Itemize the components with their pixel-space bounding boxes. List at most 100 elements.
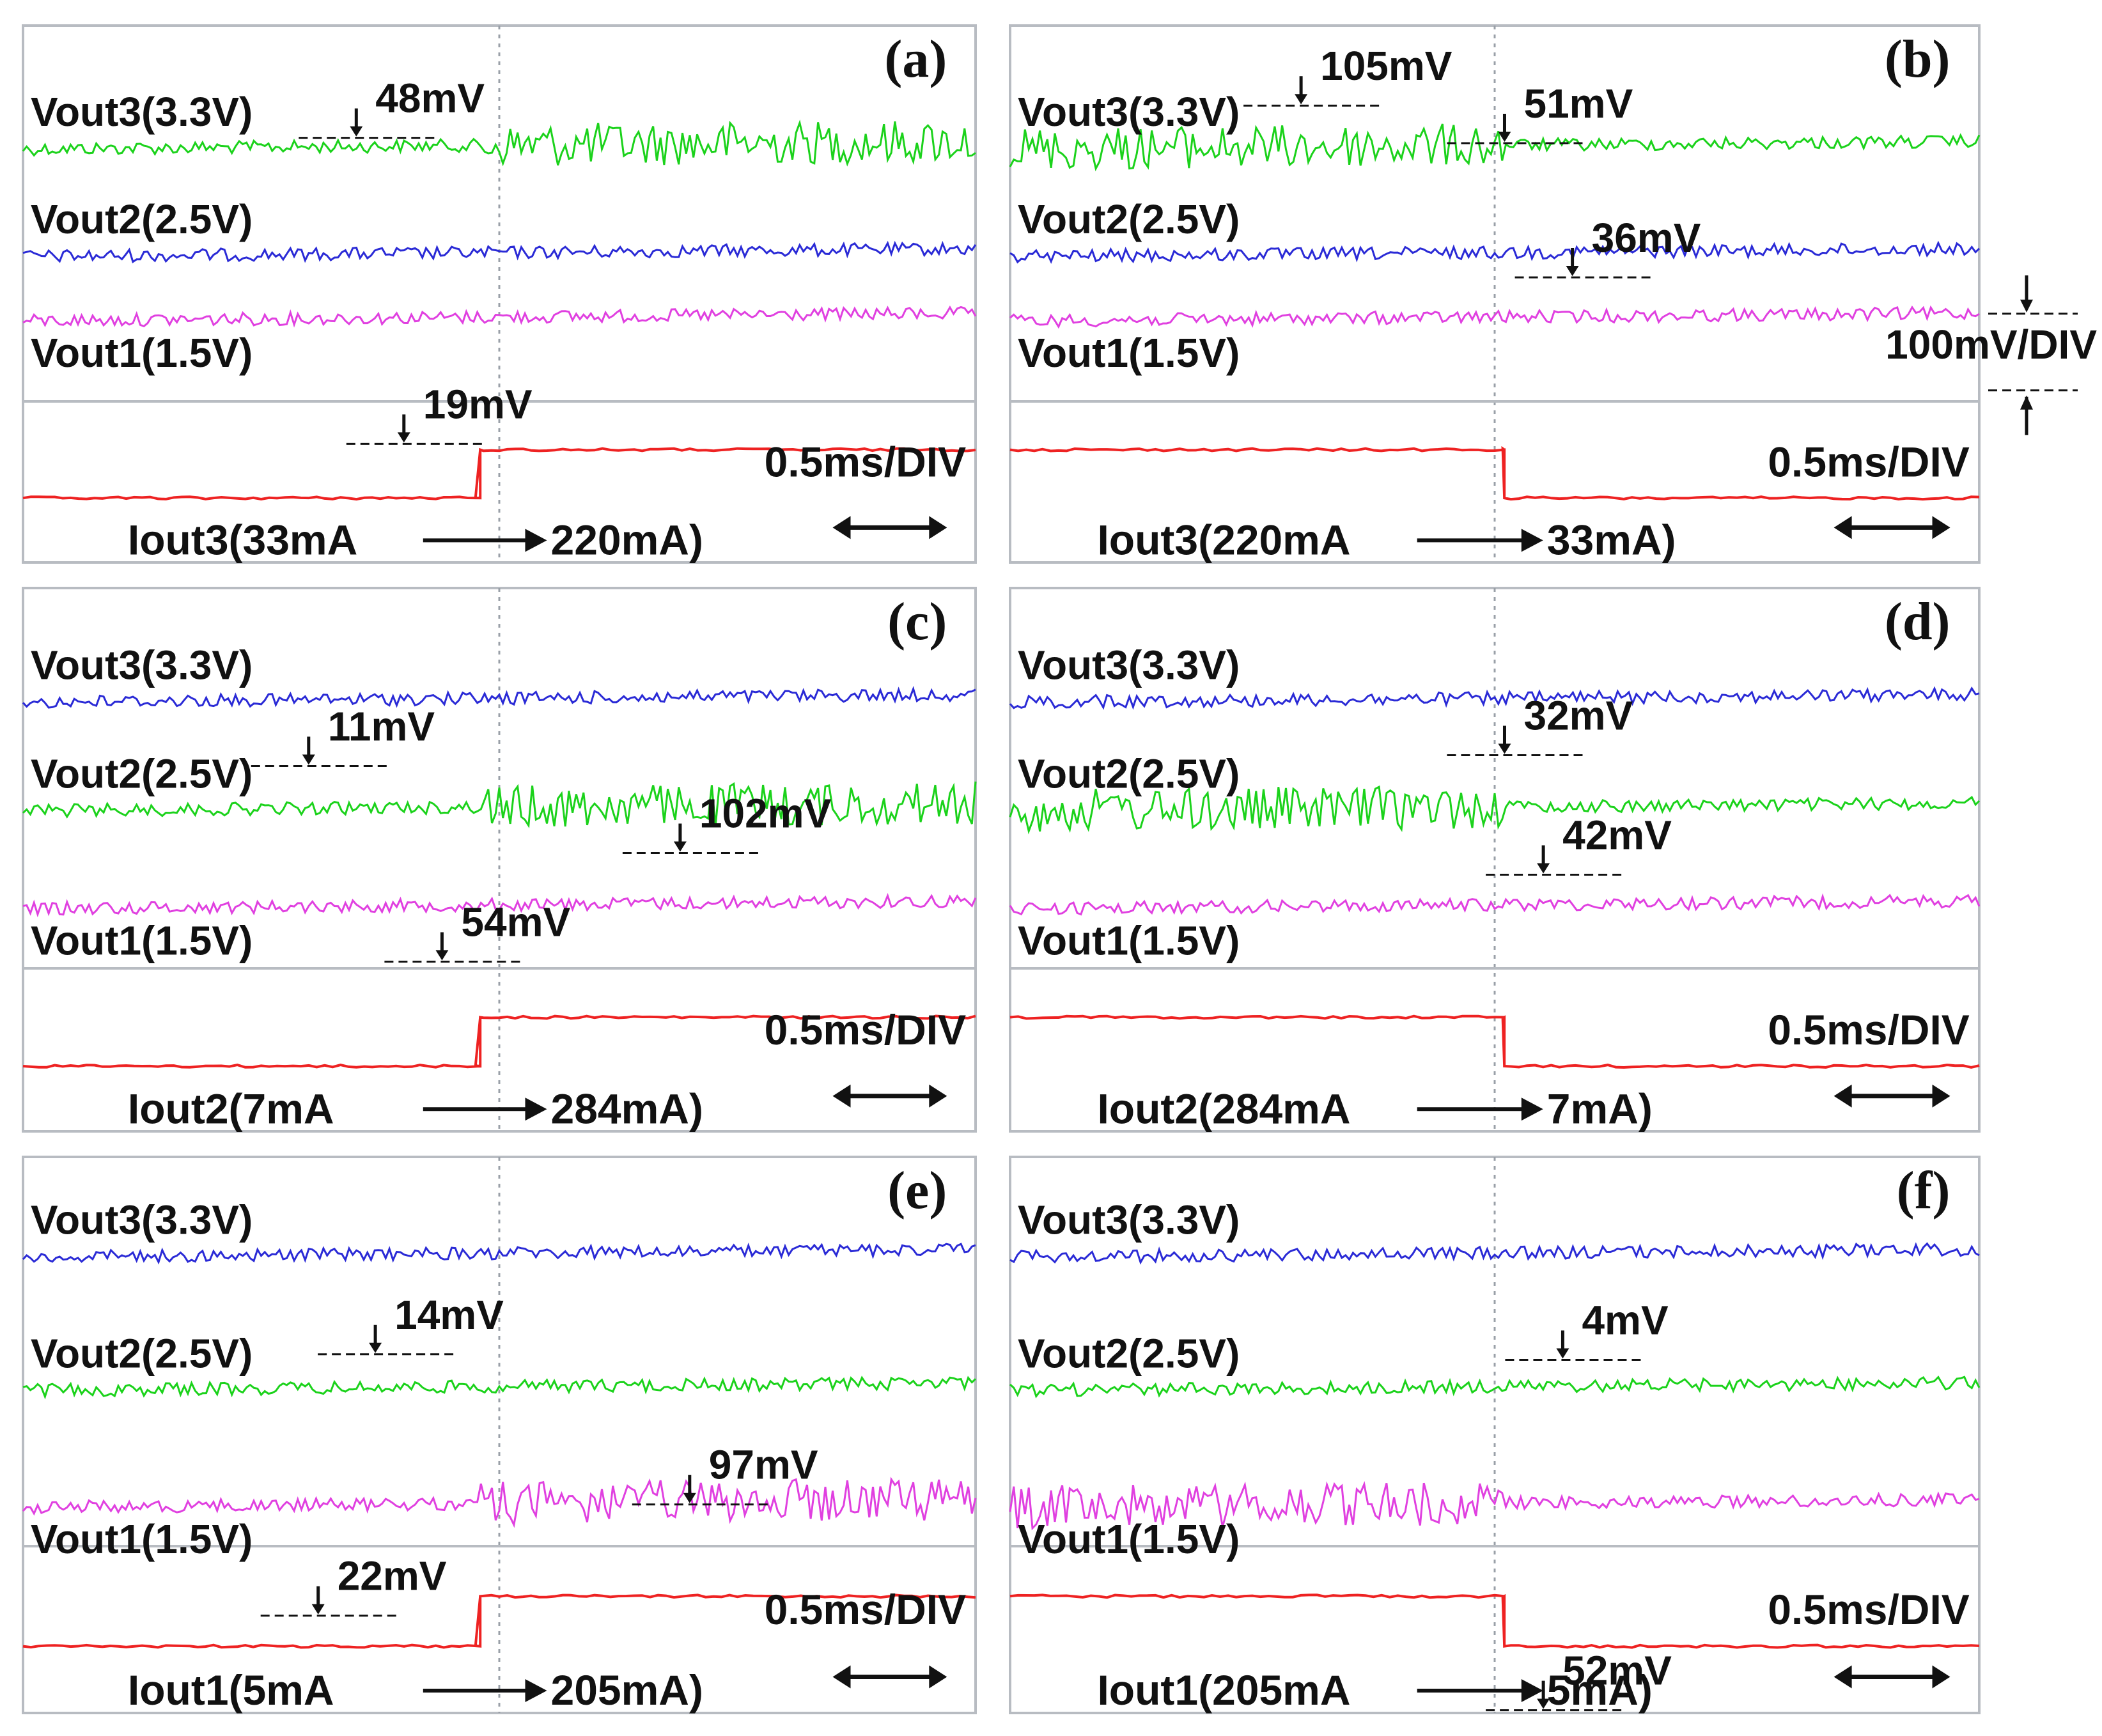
time-scale-label: 0.5ms/DIV — [1768, 1006, 1970, 1053]
ripple-arrowhead-down — [673, 841, 687, 852]
ripple-arrowhead-down — [1566, 266, 1579, 276]
current-label: Iout2(284mA — [1097, 1085, 1350, 1132]
transition-arrowhead — [525, 529, 547, 552]
panel-letter: (c) — [887, 592, 947, 651]
transition-arrowhead — [1521, 529, 1543, 552]
time-scale-arrowhead-right — [1932, 1084, 1950, 1108]
trace-label: Vout2(2.5V) — [1018, 1330, 1240, 1376]
ripple-annotation: 51mV — [1523, 81, 1633, 127]
trace-vout3 — [22, 120, 976, 167]
trace-vout3 — [22, 1243, 976, 1265]
trace-vout1 — [22, 893, 977, 918]
time-scale-arrowhead-right — [1932, 516, 1950, 539]
ripple-annotation: 4mV — [1582, 1298, 1669, 1344]
panel-letter: (a) — [884, 29, 947, 89]
ripple-arrowhead-down — [435, 950, 449, 961]
trace-vout2 — [1009, 785, 1981, 835]
ripple-annotation: 54mV — [461, 899, 570, 945]
trace-vout2 — [1009, 1376, 1981, 1399]
transition-arrowhead — [1521, 1097, 1543, 1121]
trace-label: Vout2(2.5V) — [1018, 196, 1240, 242]
time-scale-label: 0.5ms/DIV — [765, 438, 967, 486]
trace-label: Vout2(2.5V) — [31, 751, 253, 797]
trace-label: Vout1(1.5V) — [31, 330, 253, 376]
current-target-label: 5mA) — [1547, 1666, 1653, 1714]
time-scale-label: 0.5ms/DIV — [1768, 438, 1970, 486]
trace-current — [1009, 446, 1980, 501]
ripple-annotation: 42mV — [1562, 812, 1672, 858]
transition-arrowhead — [525, 1678, 547, 1702]
current-target-label: 33mA) — [1547, 516, 1676, 563]
trace-current — [1009, 1014, 1980, 1069]
trace-vout3 — [22, 686, 976, 709]
current-target-label: 7mA) — [1547, 1085, 1653, 1132]
current-label: Iout3(33mA — [128, 516, 357, 563]
ripple-annotation: 102mV — [699, 791, 832, 837]
trace-label: Vout3(3.3V) — [31, 89, 253, 135]
panel-letter: (e) — [887, 1161, 947, 1220]
current-target-label: 220mA) — [551, 516, 703, 563]
trace-label: Vout3(3.3V) — [1018, 642, 1240, 688]
trace-label: Vout3(3.3V) — [31, 1197, 253, 1243]
trace-vout1 — [22, 306, 977, 328]
panel-a: Vout3(3.3V) Vout2(2.5V) Vout1(1.5V) Iout3(3… — [22, 24, 977, 564]
time-scale-label: 0.5ms/DIV — [765, 1586, 967, 1633]
trace-label: Vout1(1.5V) — [1018, 330, 1240, 376]
ripple-arrowhead-down — [1295, 94, 1308, 105]
volt-scale-label: 100mV/DIV — [1885, 322, 2097, 368]
ripple-arrowhead-down — [1498, 743, 1511, 754]
ripple-arrowhead-down — [311, 1604, 325, 1615]
current-target-label: 205mA) — [551, 1666, 703, 1714]
ripple-annotation: 14mV — [394, 1292, 504, 1338]
trace-label: Vout1(1.5V) — [1018, 918, 1240, 964]
ripple-annotation: 32mV — [1523, 693, 1633, 739]
time-scale-arrowhead-right — [929, 1084, 947, 1108]
ripple-arrowhead-down — [1537, 1698, 1550, 1709]
time-scale-arrowhead-left — [832, 1084, 851, 1108]
panel-b: Vout3(3.3V) Vout2(2.5V) Vout1(1.5V) Iout3(2… — [1009, 24, 2097, 564]
transition-arrowhead — [525, 1097, 547, 1121]
panel-letter: (b) — [1885, 29, 1950, 89]
current-target-label: 284mA) — [551, 1085, 703, 1132]
current-label: Iout1(5mA — [128, 1666, 334, 1714]
ripple-annotation: 97mV — [709, 1442, 818, 1488]
ripple-arrowhead-down — [1498, 132, 1511, 142]
volt-scale-arrowhead-up — [2020, 395, 2033, 410]
time-scale-arrowhead-right — [929, 516, 947, 539]
trace-vout3 — [1009, 1242, 1980, 1265]
ripple-annotation: 105mV — [1320, 43, 1452, 89]
ripple-annotation: 36mV — [1592, 215, 1701, 261]
ripple-arrowhead-down — [302, 754, 315, 765]
trace-vout2 — [22, 1376, 977, 1400]
trace-current — [1009, 1593, 1980, 1649]
ripple-arrowhead-down — [397, 432, 410, 443]
time-scale-arrowhead-left — [1833, 1084, 1852, 1108]
trace-current — [22, 1593, 976, 1649]
trace-current — [22, 1014, 976, 1069]
trace-label: Vout1(1.5V) — [31, 1516, 253, 1562]
ripple-arrowhead-down — [1537, 863, 1550, 874]
trace-vout1 — [1009, 1481, 1980, 1531]
volt-scale-arrowhead-down — [2020, 299, 2033, 313]
time-scale-arrowhead-right — [929, 1665, 947, 1689]
panel-letter: (f) — [1897, 1161, 1950, 1220]
time-scale-arrowhead-left — [1833, 516, 1852, 539]
trace-label: Vout2(2.5V) — [31, 196, 253, 242]
current-label: Iout2(7mA — [128, 1085, 334, 1132]
trace-vout1 — [22, 1476, 977, 1528]
time-scale-arrowhead-left — [1833, 1665, 1852, 1689]
time-scale-arrowhead-right — [1932, 1665, 1950, 1689]
trace-vout1 — [1009, 305, 1980, 329]
current-label: Iout1(205mA — [1097, 1666, 1350, 1714]
ripple-arrowhead-down — [369, 1342, 382, 1353]
trace-label: Vout3(3.3V) — [31, 642, 253, 688]
time-scale-arrowhead-left — [832, 516, 851, 539]
ripple-annotation: 52mV — [1562, 1648, 1672, 1694]
ripple-arrowhead-down — [350, 126, 363, 137]
ripple-arrowhead-down — [683, 1492, 696, 1503]
trace-vout3 — [1009, 123, 1981, 171]
current-label: Iout3(220mA — [1097, 516, 1350, 563]
panel-d: Vout3(3.3V) Vout2(2.5V) Vout1(1.5V) Iout2(2… — [1009, 587, 1981, 1133]
trace-vout1 — [1009, 893, 1981, 916]
